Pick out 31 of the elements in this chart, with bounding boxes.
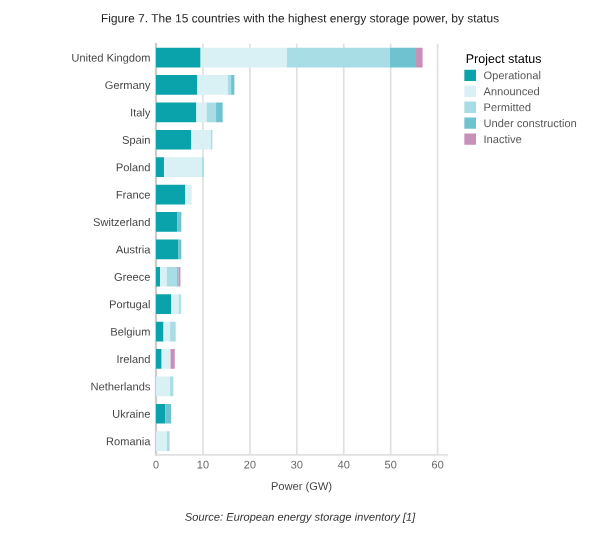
bar: [286, 47, 390, 68]
bar: [191, 129, 211, 150]
bar: [165, 403, 172, 424]
bar: [156, 157, 164, 177]
bar: [197, 75, 228, 95]
bar: [216, 102, 223, 123]
bar: [156, 47, 201, 68]
bar: [156, 212, 178, 232]
bar: [156, 129, 192, 150]
bar: [156, 239, 179, 260]
bar: [156, 294, 172, 314]
bar: [163, 157, 202, 177]
bar: [160, 266, 167, 287]
bar: [156, 184, 186, 205]
bar: [200, 47, 287, 68]
bar: [185, 184, 192, 205]
bar: [206, 102, 217, 123]
bar: [389, 47, 417, 68]
bar: [196, 102, 207, 123]
bar: [171, 294, 179, 314]
bar: [156, 349, 162, 369]
bar: [416, 47, 423, 68]
bar: [156, 75, 198, 95]
bar: [156, 431, 167, 451]
bar: [156, 321, 164, 342]
bar: [161, 349, 171, 369]
bar: [156, 102, 197, 123]
bar: [170, 321, 176, 342]
bar: [156, 403, 166, 424]
bar: [156, 376, 171, 397]
bar: [166, 266, 178, 287]
